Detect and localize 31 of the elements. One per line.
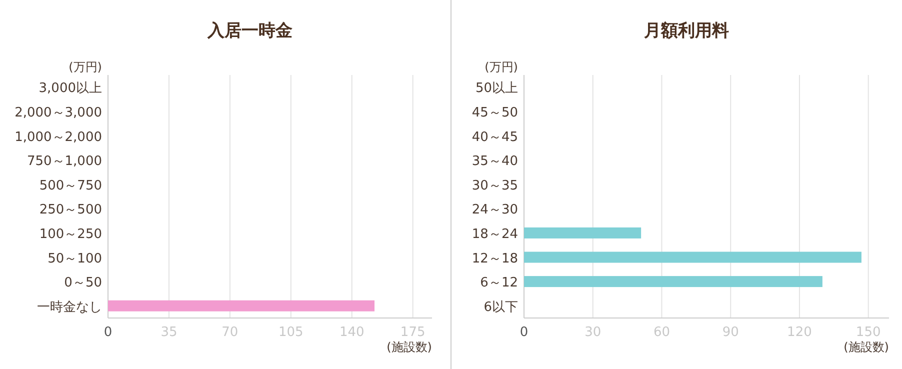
x-tick-label: 0 <box>104 325 112 340</box>
y-tick-label: 12～18 <box>472 251 518 266</box>
x-tick-label: 0 <box>520 325 528 340</box>
y-axis-title: (万円) <box>68 60 102 74</box>
y-tick-label: 1,000～2,000 <box>14 130 102 145</box>
y-tick-label: 50以上 <box>475 81 518 96</box>
y-tick-label: 2,000～3,000 <box>14 105 102 120</box>
bar <box>524 276 822 288</box>
y-tick-label: 0～50 <box>64 276 102 291</box>
x-axis-title: (施設数) <box>844 340 889 354</box>
y-tick-label: 40～45 <box>472 130 518 145</box>
bar <box>524 227 642 238</box>
y-tick-label: 35～40 <box>472 154 518 170</box>
y-tick-label: 750～1,000 <box>26 154 102 170</box>
y-tick-label: 50～100 <box>48 251 102 266</box>
y-tick-label: 24～30 <box>472 202 518 218</box>
y-tick-label: 3,000以上 <box>38 81 102 96</box>
y-axis-title: (万円) <box>484 60 518 74</box>
y-tick-label: 500～750 <box>39 178 102 194</box>
y-tick-label: 18～24 <box>472 226 518 242</box>
y-tick-label: 250～500 <box>39 202 102 218</box>
y-tick-label: 45～50 <box>472 105 518 120</box>
bar <box>524 252 862 263</box>
y-tick-label: 100～250 <box>39 226 102 242</box>
y-tick-label: 30～35 <box>472 178 518 194</box>
y-tick-label: 6以下 <box>484 300 518 315</box>
chart-title: 入居一時金 <box>206 21 292 41</box>
y-tick-label: 一時金なし <box>37 300 102 315</box>
y-tick-label: 6～12 <box>480 276 518 291</box>
chart-title: 月額利用料 <box>643 21 729 41</box>
x-axis-title: (施設数) <box>386 340 432 354</box>
